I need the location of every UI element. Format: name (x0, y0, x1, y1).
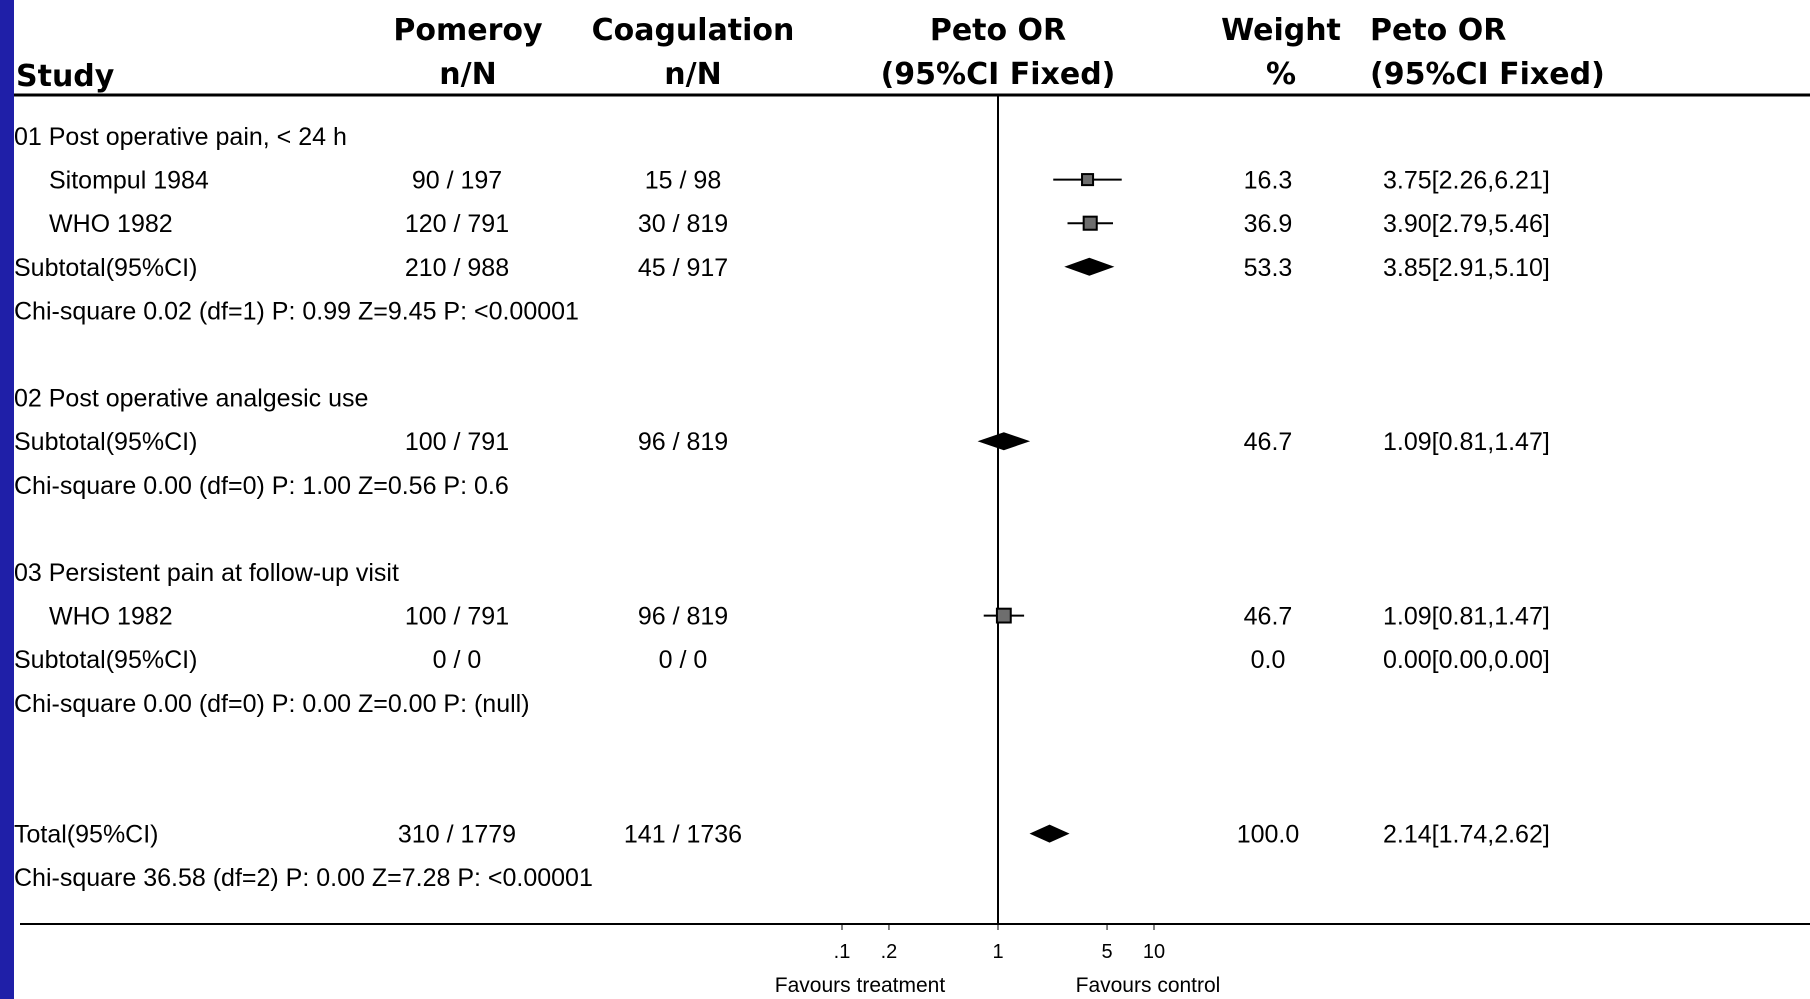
weight-value: 53.3 (1244, 254, 1293, 282)
or-ci-value: 3.75[2.26,6.21] (1383, 167, 1550, 195)
header-plot: Peto OR (930, 13, 1066, 48)
weight-value: 100.0 (1237, 821, 1300, 849)
group2-count: 96 / 819 (638, 603, 728, 631)
subtotal-label: Subtotal(95%CI) (14, 254, 197, 282)
header-estimate-sub: (95%CI Fixed) (1370, 57, 1605, 92)
group2-count: 15 / 98 (645, 167, 721, 195)
left-accent-bar (0, 0, 14, 999)
study-label: WHO 1982 (49, 603, 173, 631)
subtotal-label: Subtotal(95%CI) (14, 428, 197, 456)
group1-count: 100 / 791 (405, 428, 509, 456)
subtotal-label: Subtotal(95%CI) (14, 646, 197, 674)
study-weight-box (1082, 215, 1098, 231)
subtotal-diamond (977, 432, 1031, 451)
study-label: Sitompul 1984 (49, 167, 209, 195)
group2-count: 30 / 819 (638, 210, 728, 238)
header-group2-sub: n/N (664, 57, 721, 92)
x-tick-label: 10 (1143, 941, 1165, 963)
study-label: WHO 1982 (49, 210, 173, 238)
heterogeneity-stats: Chi-square 0.02 (df=1) P: 0.99 Z=9.45 P:… (14, 297, 579, 325)
x-tick-label: 1 (992, 941, 1003, 963)
weight-value: 16.3 (1244, 167, 1293, 195)
subgroup-heading: 03 Persistent pain at follow-up visit (14, 559, 399, 587)
group1-count: 100 / 791 (405, 603, 509, 631)
group2-count: 141 / 1736 (624, 821, 742, 849)
group2-count: 45 / 917 (638, 254, 728, 282)
total-label: Total(95%CI) (14, 821, 159, 849)
or-ci-value: 3.85[2.91,5.10] (1383, 254, 1550, 282)
weight-value: 46.7 (1244, 428, 1293, 456)
or-ci-value: 2.14[1.74,2.62] (1383, 821, 1550, 849)
header-group1-sub: n/N (439, 57, 496, 92)
total-diamond (1029, 824, 1070, 843)
or-ci-value: 1.09[0.81,1.47] (1383, 428, 1550, 456)
group1-count: 90 / 197 (412, 167, 502, 195)
group1-count: 210 / 988 (405, 254, 509, 282)
weight-value: 0.0 (1251, 646, 1286, 674)
study-weight-box (995, 607, 1012, 624)
header-weight-sub: % (1266, 57, 1296, 92)
weight-value: 36.9 (1244, 210, 1293, 238)
heterogeneity-stats: Chi-square 36.58 (df=2) P: 0.00 Z=7.28 P… (14, 864, 593, 892)
x-tick-label: .2 (881, 941, 898, 963)
header-estimate: Peto OR (1370, 13, 1506, 48)
subgroup-heading: 01 Post operative pain, < 24 h (14, 123, 347, 151)
group2-count: 96 / 819 (638, 428, 728, 456)
group1-count: 120 / 791 (405, 210, 509, 238)
x-tick-label: 5 (1101, 941, 1112, 963)
or-ci-value: 3.90[2.79,5.46] (1383, 210, 1550, 238)
heterogeneity-stats: Chi-square 0.00 (df=0) P: 0.00 Z=0.00 P:… (14, 690, 530, 718)
subtotal-diamond (1064, 257, 1115, 276)
favours-right-label: Favours control (1076, 974, 1221, 997)
x-tick-label: .1 (834, 941, 851, 963)
header-group1: Pomeroy (393, 13, 543, 48)
or-ci-value: 0.00[0.00,0.00] (1383, 646, 1550, 674)
favours-left-label: Favours treatment (775, 974, 946, 997)
header-weight: Weight (1221, 13, 1341, 48)
group2-count: 0 / 0 (659, 646, 708, 674)
heterogeneity-stats: Chi-square 0.00 (df=0) P: 1.00 Z=0.56 P:… (14, 472, 509, 500)
header-study: Study (16, 59, 115, 94)
weight-value: 46.7 (1244, 603, 1293, 631)
header-plot-sub: (95%CI Fixed) (881, 57, 1116, 92)
or-ci-value: 1.09[0.81,1.47] (1383, 603, 1550, 631)
study-weight-box (1081, 173, 1095, 187)
subgroup-heading: 02 Post operative analgesic use (14, 385, 368, 413)
group1-count: 310 / 1779 (398, 821, 516, 849)
group1-count: 0 / 0 (433, 646, 482, 674)
header-group2: Coagulation (592, 13, 795, 48)
